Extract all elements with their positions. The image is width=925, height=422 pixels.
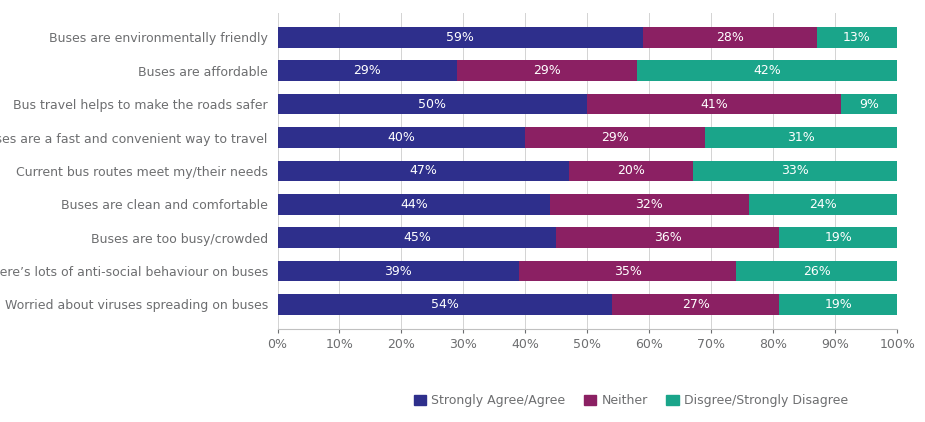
Bar	[550, 194, 748, 215]
Text: 50%: 50%	[418, 97, 447, 111]
Text: 36%: 36%	[654, 231, 682, 244]
Bar	[643, 27, 817, 48]
Bar	[693, 160, 897, 181]
Bar	[519, 261, 736, 281]
Bar	[637, 60, 897, 81]
Bar	[278, 194, 550, 215]
Text: 39%: 39%	[385, 265, 413, 278]
Bar	[557, 227, 780, 248]
Bar	[817, 27, 897, 48]
Text: 35%: 35%	[613, 265, 642, 278]
Text: 32%: 32%	[635, 198, 663, 211]
Bar	[569, 160, 693, 181]
Text: 29%: 29%	[353, 64, 381, 77]
Bar	[457, 60, 637, 81]
Text: 19%: 19%	[824, 298, 852, 311]
Bar	[780, 227, 897, 248]
Bar	[278, 127, 525, 148]
Bar	[736, 261, 897, 281]
Text: 20%: 20%	[617, 165, 645, 177]
Text: 9%: 9%	[859, 97, 880, 111]
Legend: Strongly Agree/Agree, Neither, Disgree/Strongly Disagree: Strongly Agree/Agree, Neither, Disgree/S…	[409, 389, 853, 412]
Bar	[525, 127, 705, 148]
Text: 13%: 13%	[843, 31, 870, 44]
Bar	[278, 27, 643, 48]
Text: 47%: 47%	[409, 165, 438, 177]
Bar	[278, 227, 557, 248]
Text: 44%: 44%	[400, 198, 427, 211]
Text: 45%: 45%	[403, 231, 431, 244]
Text: 24%: 24%	[809, 198, 837, 211]
Text: 42%: 42%	[753, 64, 781, 77]
Bar	[780, 294, 897, 315]
Text: 59%: 59%	[447, 31, 475, 44]
Bar	[705, 127, 897, 148]
Text: 28%: 28%	[716, 31, 744, 44]
Text: 29%: 29%	[533, 64, 561, 77]
Text: 54%: 54%	[431, 298, 459, 311]
Bar	[278, 294, 612, 315]
Text: 27%: 27%	[682, 298, 709, 311]
Bar	[612, 294, 780, 315]
Bar	[748, 194, 897, 215]
Bar	[842, 94, 897, 114]
Text: 31%: 31%	[787, 131, 815, 144]
Bar	[278, 160, 569, 181]
Text: 41%: 41%	[700, 97, 728, 111]
Text: 29%: 29%	[601, 131, 629, 144]
Text: 19%: 19%	[824, 231, 852, 244]
Text: 33%: 33%	[781, 165, 808, 177]
Bar	[278, 60, 457, 81]
Text: 26%: 26%	[803, 265, 831, 278]
Bar	[587, 94, 842, 114]
Bar	[278, 94, 587, 114]
Text: 40%: 40%	[388, 131, 415, 144]
Bar	[278, 261, 519, 281]
